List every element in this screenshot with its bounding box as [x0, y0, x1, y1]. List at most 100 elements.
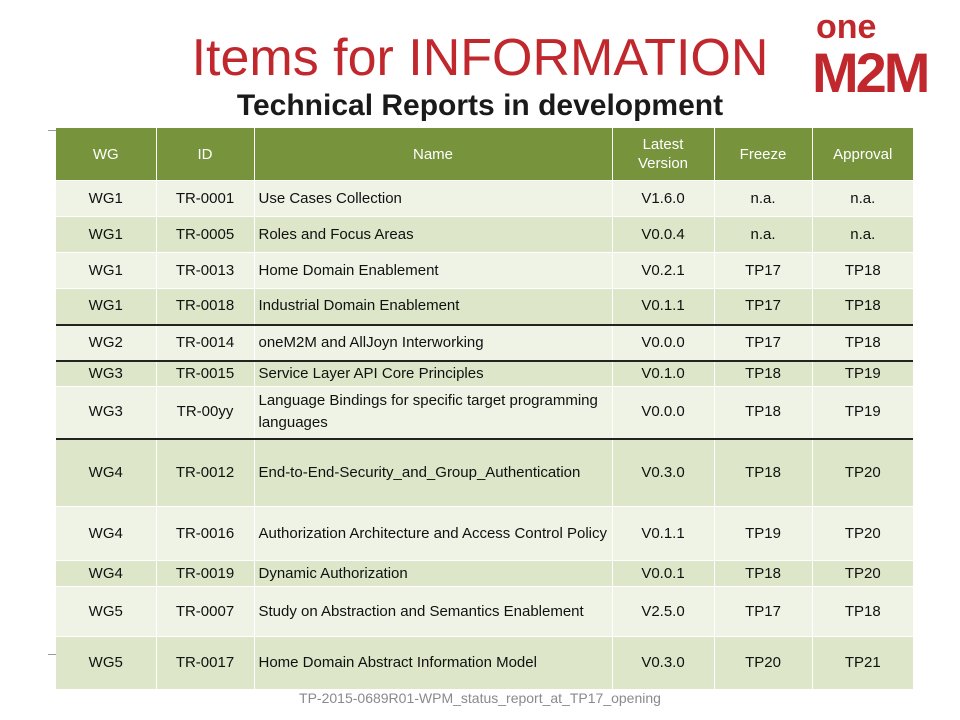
cell-freeze: TP17 — [713, 586, 812, 637]
cell-approval: TP20 — [811, 506, 913, 561]
header-freeze: Freeze — [713, 128, 812, 181]
logo-text-bottom: M2M — [812, 41, 927, 100]
cell-name: Language Bindings for specific target pr… — [253, 386, 612, 439]
cell-name: Service Layer API Core Principles — [253, 359, 612, 387]
footer-doc-id: TP-2015-0689R01-WPM_status_report_at_TP1… — [299, 690, 661, 706]
cell-wg: WG3 — [56, 359, 156, 387]
cell-freeze: TP18 — [713, 560, 812, 587]
cell-version: V2.5.0 — [611, 586, 714, 637]
cell-version: V0.0.1 — [611, 560, 714, 587]
cell-wg: WG3 — [56, 386, 156, 439]
cell-approval: TP19 — [811, 386, 913, 439]
cell-wg: WG4 — [56, 437, 156, 507]
cell-wg: WG1 — [56, 216, 156, 253]
cell-version: V0.3.0 — [611, 636, 714, 689]
header-latest-version: Latest Version — [611, 128, 714, 181]
cell-wg: WG5 — [56, 636, 156, 689]
cell-wg: WG1 — [56, 252, 156, 289]
cell-version: V0.0.4 — [611, 216, 714, 253]
table-row: WG4 TR-0019 Dynamic Authorization V0.0.1 TP1… — [56, 560, 913, 587]
header-approval: Approval — [811, 128, 913, 181]
table-row: WG3 TR-00yy Language Bindings for specific… — [56, 386, 913, 439]
cell-freeze: n.a. — [713, 216, 812, 253]
logo-text-top: one — [816, 8, 876, 46]
cell-freeze: n.a. — [713, 180, 812, 217]
table-header-row: WG ID Name Latest Version Freeze Approva… — [56, 128, 913, 181]
cell-version: V0.0.0 — [611, 386, 714, 439]
cell-approval: TP20 — [811, 560, 913, 587]
table-row: WG2 TR-0014 oneM2M and AllJoyn Interworkin… — [56, 323, 913, 361]
cell-name: oneM2M and AllJoyn Interworking — [253, 323, 612, 361]
cell-approval: n.a. — [811, 180, 913, 217]
slide-subtitle: Technical Reports in development — [236, 89, 724, 122]
cell-approval: TP20 — [811, 437, 913, 507]
header-wg: WG — [56, 128, 156, 181]
cell-name: End-to-End-Security_and_Group_Authentica… — [253, 437, 612, 507]
cell-id: TR-00yy — [155, 386, 254, 439]
cell-name: Authorization Architecture and Access Co… — [253, 506, 612, 561]
table-row: WG5 TR-0017 Home Domain Abstract Informati… — [56, 636, 913, 689]
slide-title: Items for INFORMATION — [191, 29, 769, 87]
cell-approval: TP18 — [811, 252, 913, 289]
cell-version: V0.3.0 — [611, 437, 714, 507]
cell-name: Dynamic Authorization — [253, 560, 612, 587]
cell-version: V0.2.1 — [611, 252, 714, 289]
cell-id: TR-0018 — [155, 288, 254, 325]
cell-id: TR-0001 — [155, 180, 254, 217]
cell-wg: WG5 — [56, 586, 156, 637]
cell-name: Home Domain Abstract Information Model — [253, 636, 612, 689]
technical-reports-table: WG ID Name Latest Version Freeze Approva… — [56, 128, 913, 689]
cell-wg: WG2 — [56, 323, 156, 361]
cell-id: TR-0019 — [155, 560, 254, 587]
cell-approval: TP18 — [811, 586, 913, 637]
cell-id: TR-0016 — [155, 506, 254, 561]
cell-approval: n.a. — [811, 216, 913, 253]
cell-version: V0.0.0 — [611, 323, 714, 361]
table-row: WG1 TR-0001 Use Cases Collection V1.6.0 n.a.… — [56, 180, 913, 217]
cell-freeze: TP18 — [713, 386, 812, 439]
cell-approval: TP19 — [811, 359, 913, 387]
table-row: WG4 TR-0012 End-to-End-Security_and_Group_… — [56, 437, 913, 507]
cell-id: TR-0014 — [155, 323, 254, 361]
cell-wg: WG1 — [56, 180, 156, 217]
cell-freeze: TP20 — [713, 636, 812, 689]
cell-freeze: TP17 — [713, 323, 812, 361]
cell-wg: WG4 — [56, 560, 156, 587]
cell-name: Use Cases Collection — [253, 180, 612, 217]
cell-approval: TP21 — [811, 636, 913, 689]
table-row: WG1 TR-0013 Home Domain Enablement V0.2.1 TP… — [56, 252, 913, 289]
cell-name: Home Domain Enablement — [253, 252, 612, 289]
header-id: ID — [155, 128, 254, 181]
table-row: WG3 TR-0015 Service Layer API Core Princip… — [56, 359, 913, 387]
cell-freeze: TP18 — [713, 437, 812, 507]
table-row: WG1 TR-0018 Industrial Domain Enablement V0… — [56, 288, 913, 325]
cell-approval: TP18 — [811, 323, 913, 361]
cell-name: Industrial Domain Enablement — [253, 288, 612, 325]
table-row: WG4 TR-0016 Authorization Architecture and… — [56, 506, 913, 561]
cell-id: TR-0005 — [155, 216, 254, 253]
cell-version: V0.1.1 — [611, 288, 714, 325]
cell-version: V0.1.0 — [611, 359, 714, 387]
cell-id: TR-0012 — [155, 437, 254, 507]
header-name: Name — [253, 128, 612, 181]
side-tick-top — [48, 130, 56, 131]
table-row: WG1 TR-0005 Roles and Focus Areas V0.0.4 n.a… — [56, 216, 913, 253]
cell-name: Study on Abstraction and Semantics Enabl… — [253, 586, 612, 637]
side-tick-bottom — [48, 654, 56, 655]
cell-freeze: TP17 — [713, 252, 812, 289]
cell-id: TR-0017 — [155, 636, 254, 689]
cell-id: TR-0013 — [155, 252, 254, 289]
cell-version: V0.1.1 — [611, 506, 714, 561]
cell-freeze: TP17 — [713, 288, 812, 325]
onem2m-logo: one M2M — [810, 8, 950, 104]
cell-id: TR-0007 — [155, 586, 254, 637]
cell-version: V1.6.0 — [611, 180, 714, 217]
cell-approval: TP18 — [811, 288, 913, 325]
cell-wg: WG4 — [56, 506, 156, 561]
cell-freeze: TP18 — [713, 359, 812, 387]
cell-wg: WG1 — [56, 288, 156, 325]
cell-name: Roles and Focus Areas — [253, 216, 612, 253]
cell-id: TR-0015 — [155, 359, 254, 387]
cell-freeze: TP19 — [713, 506, 812, 561]
table-row: WG5 TR-0007 Study on Abstraction and Seman… — [56, 586, 913, 637]
